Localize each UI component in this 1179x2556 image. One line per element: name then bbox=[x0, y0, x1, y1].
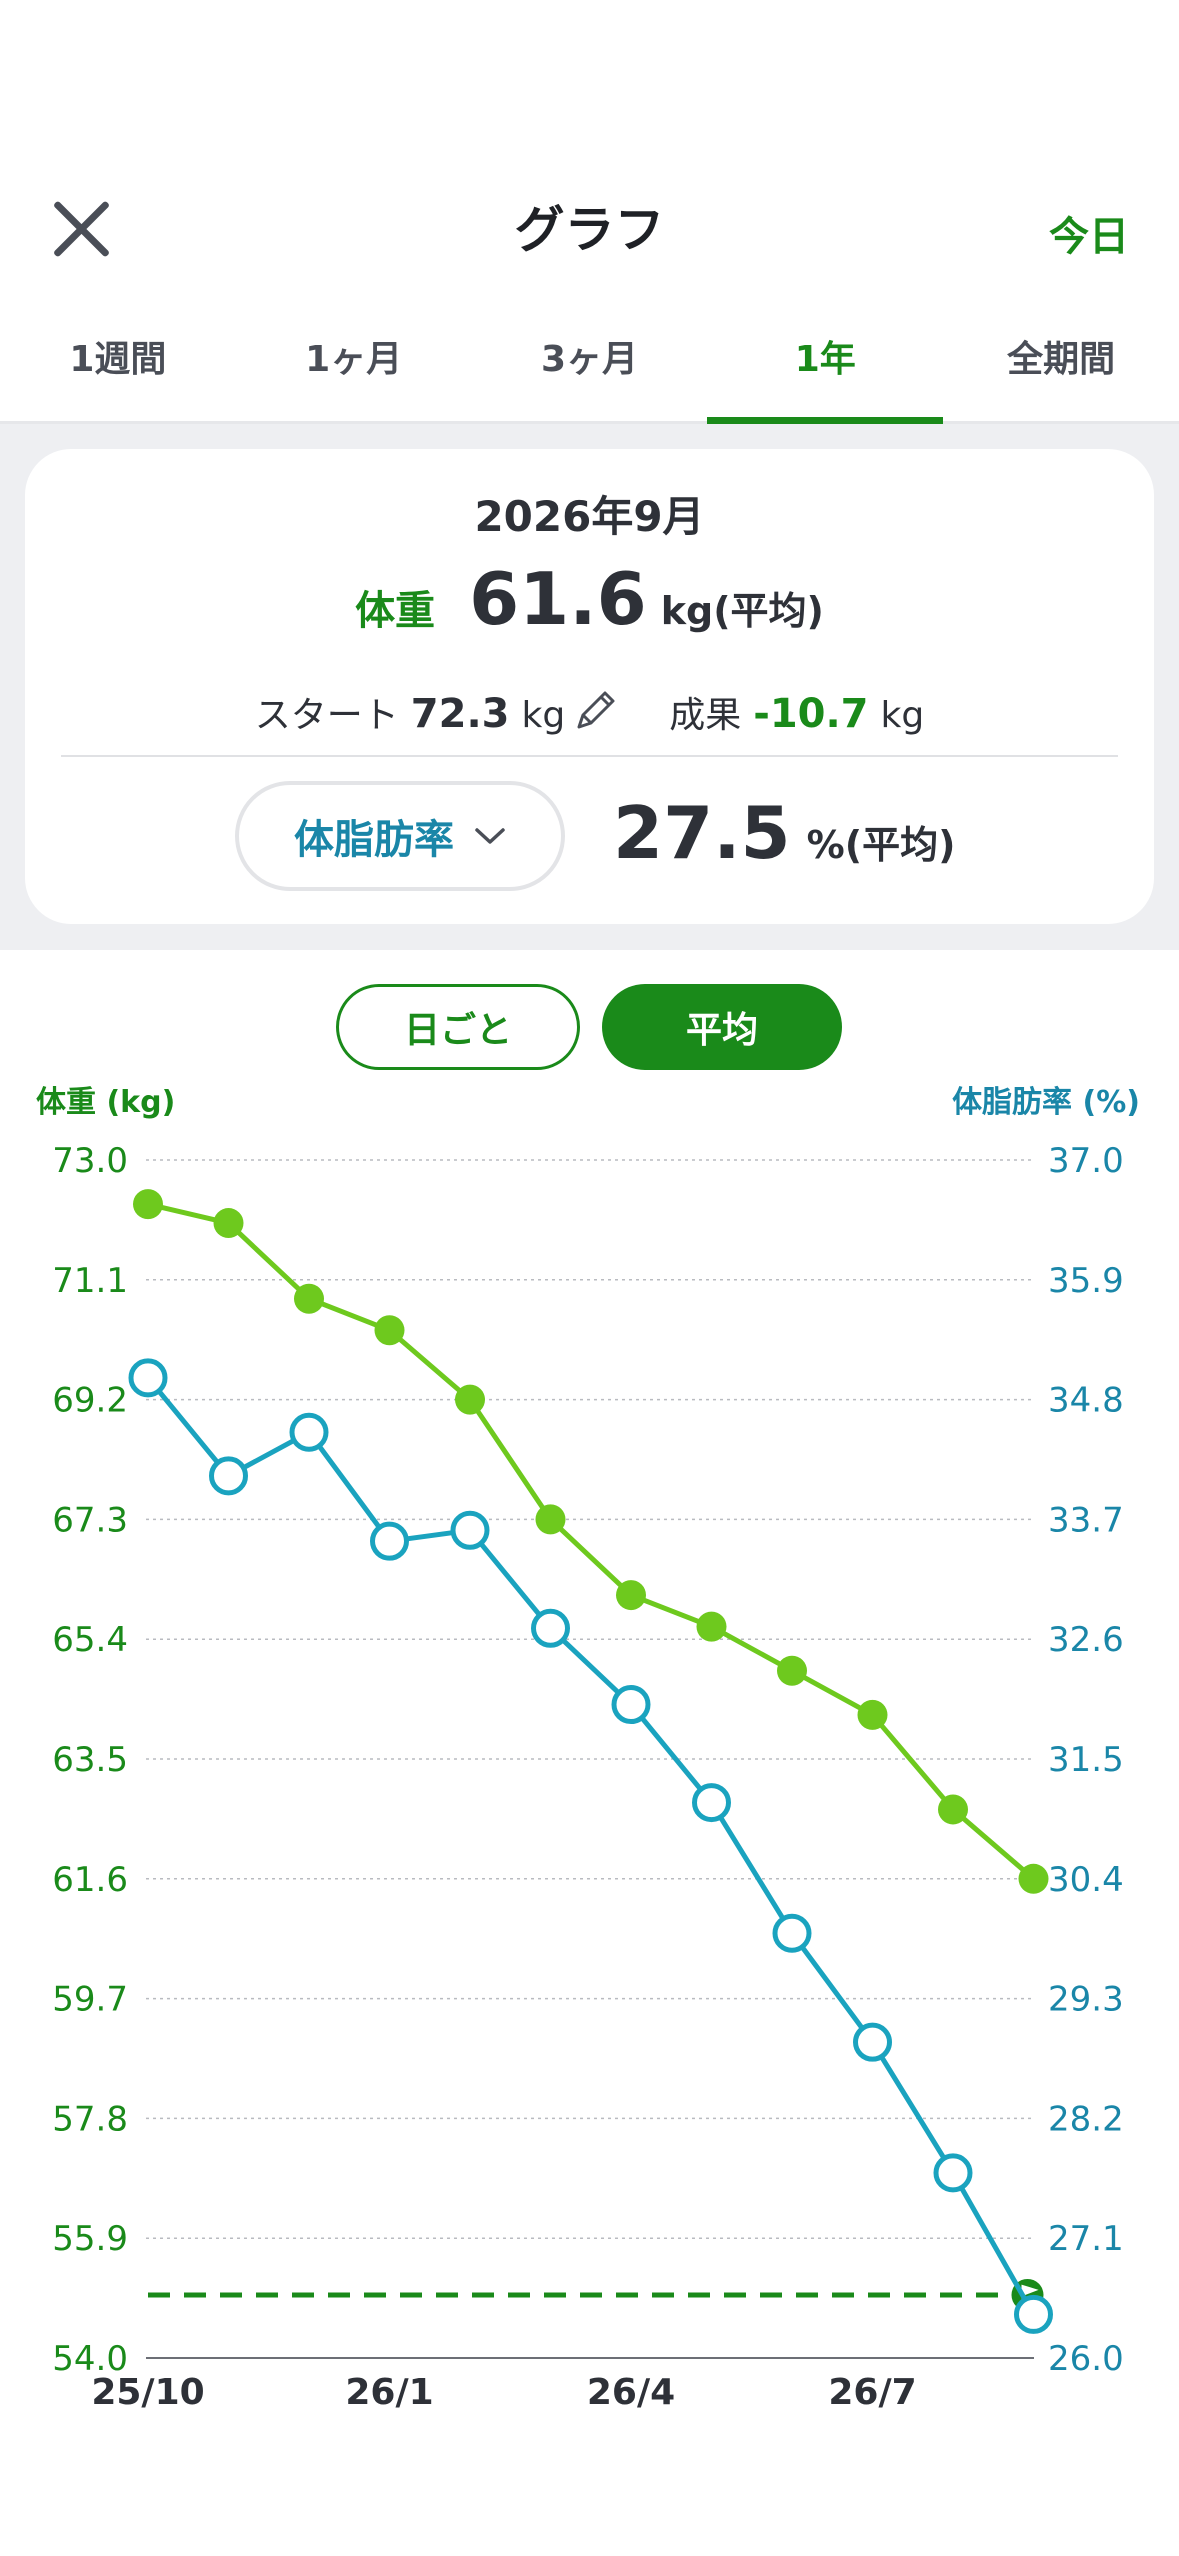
period-tabs: 1週間 1ヶ月 3ヶ月 1年 全期間 bbox=[0, 316, 1179, 427]
left-tick-label: 55.9 bbox=[52, 2219, 128, 2259]
weight-point bbox=[777, 1655, 807, 1686]
fat-value: 27.5 bbox=[613, 791, 791, 875]
weight-point bbox=[938, 1794, 968, 1825]
chevron-down-icon bbox=[475, 828, 505, 844]
weight-point bbox=[133, 1189, 163, 1220]
fat-point bbox=[128, 1358, 168, 1398]
left-axis-label: 体重 (kg) bbox=[36, 1085, 175, 1120]
right-tick-label: 37.0 bbox=[1048, 1141, 1124, 1181]
tab-1-year[interactable]: 1年 bbox=[707, 316, 943, 427]
pencil-icon[interactable] bbox=[571, 685, 621, 735]
today-button[interactable]: 今日 bbox=[1049, 214, 1129, 260]
fat-point bbox=[531, 1608, 570, 1648]
right-tick-label: 31.5 bbox=[1048, 1740, 1124, 1780]
summary-card: 2026年9月 体重 61.6 kg(平均) スタート 72.3 kg 成果 -… bbox=[25, 449, 1154, 924]
fat-point bbox=[611, 1685, 651, 1725]
daily-toggle-button[interactable]: 日ごと bbox=[336, 984, 580, 1070]
x-tick-label: 26/4 bbox=[587, 2372, 675, 2413]
weight-point bbox=[455, 1384, 485, 1415]
weight-point bbox=[294, 1283, 324, 1314]
left-tick-label: 67.3 bbox=[52, 1500, 128, 1540]
weight-point bbox=[857, 1699, 888, 1730]
tab-all-period[interactable]: 全期間 bbox=[1007, 339, 1116, 380]
fat-point bbox=[450, 1510, 490, 1550]
tab-1-month[interactable]: 1ヶ月 bbox=[305, 339, 403, 380]
fat-point bbox=[209, 1456, 248, 1496]
right-tick-label: 35.9 bbox=[1048, 1261, 1124, 1301]
metric-selector[interactable]: 体脂肪率 bbox=[235, 781, 565, 891]
summary-month: 2026年9月 bbox=[474, 492, 705, 541]
fat-point bbox=[853, 2022, 892, 2062]
left-tick-label: 63.5 bbox=[52, 1740, 128, 1780]
right-tick-label: 33.7 bbox=[1048, 1500, 1124, 1540]
weight-point bbox=[1018, 1863, 1049, 1894]
weight-point bbox=[213, 1208, 244, 1239]
start-unit: kg bbox=[521, 695, 566, 736]
right-axis-label: 体脂肪率 (%) bbox=[952, 1085, 1140, 1120]
summary-divider bbox=[61, 755, 1118, 757]
average-toggle-button[interactable]: 平均 bbox=[602, 984, 842, 1070]
fat-unit: %(平均) bbox=[806, 823, 956, 867]
fat-point bbox=[772, 1913, 812, 1953]
weight-point bbox=[616, 1580, 646, 1611]
fat-point bbox=[370, 1521, 409, 1561]
right-tick-label: 32.6 bbox=[1048, 1620, 1124, 1660]
x-tick-label: 26/1 bbox=[345, 2372, 433, 2413]
right-tick-label: 26.0 bbox=[1048, 2339, 1124, 2379]
header: グラフ 今日 1週間 1ヶ月 3ヶ月 1年 全期間 bbox=[0, 0, 1179, 427]
result-label: 成果 bbox=[669, 695, 742, 736]
start-row: スタート 72.3 kg 成果 -10.7 kg bbox=[25, 677, 1154, 738]
result-value: -10.7 bbox=[753, 691, 869, 737]
start-label: スタート bbox=[254, 695, 399, 736]
right-tick-label: 29.3 bbox=[1048, 1980, 1124, 2020]
left-tick-label: 54.0 bbox=[52, 2339, 128, 2379]
fat-point bbox=[933, 2153, 973, 2193]
weight-label: 体重 bbox=[355, 588, 436, 634]
left-tick-label: 65.4 bbox=[52, 1620, 128, 1660]
weight-value: 61.6 bbox=[469, 557, 647, 641]
weight-point bbox=[696, 1611, 727, 1642]
tab-1-week[interactable]: 1週間 bbox=[69, 339, 167, 380]
start-value: 72.3 bbox=[410, 691, 510, 737]
weight-point bbox=[535, 1504, 566, 1535]
right-tick-label: 30.4 bbox=[1048, 1860, 1124, 1900]
right-tick-label: 28.2 bbox=[1048, 2099, 1124, 2139]
left-tick-label: 57.8 bbox=[52, 2099, 128, 2139]
right-tick-label: 27.1 bbox=[1048, 2219, 1124, 2259]
fat-value-row: 27.5 %(平均) bbox=[613, 791, 955, 875]
weight-fat-chart: 体重 (kg) 体脂肪率 (%) 73.0 37.0 71.1 35.9 69.2 34.… bbox=[36, 1085, 1140, 2413]
x-tick-label: 26/7 bbox=[828, 2372, 916, 2413]
right-tick-label: 34.8 bbox=[1048, 1381, 1124, 1421]
weight-point bbox=[374, 1315, 405, 1346]
fat-point bbox=[289, 1412, 329, 1452]
weight-unit: kg(平均) bbox=[660, 589, 824, 633]
metric-selector-label: 体脂肪率 bbox=[294, 817, 454, 863]
weight-series-line bbox=[147, 1201, 1036, 1881]
fat-point bbox=[1014, 2294, 1053, 2334]
left-tick-label: 73.0 bbox=[52, 1141, 128, 1181]
page-title: グラフ bbox=[514, 201, 665, 259]
left-tick-label: 71.1 bbox=[52, 1261, 128, 1301]
result-unit: kg bbox=[880, 695, 925, 736]
fat-point bbox=[692, 1783, 731, 1823]
fat-series-line bbox=[146, 1376, 1036, 2316]
left-tick-label: 69.2 bbox=[52, 1381, 128, 1421]
weight-row: 体重 61.6 kg(平均) bbox=[25, 557, 1154, 641]
left-tick-label: 61.6 bbox=[52, 1860, 128, 1900]
tab-3-months[interactable]: 3ヶ月 bbox=[540, 339, 639, 380]
x-tick-label: 25/10 bbox=[91, 2372, 204, 2413]
left-tick-label: 59.7 bbox=[52, 1980, 128, 2020]
